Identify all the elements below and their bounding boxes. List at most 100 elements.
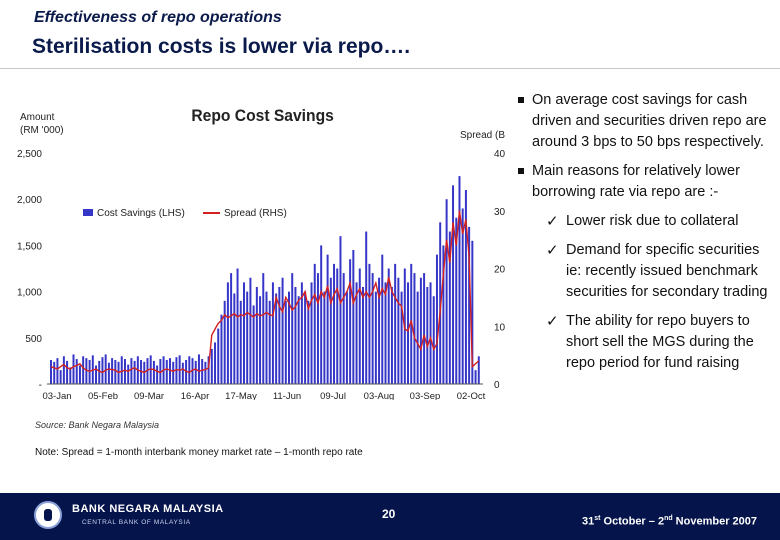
slide-headline: Sterilisation costs is lower via repo…. [32, 35, 411, 58]
cost-savings-bar [291, 273, 294, 384]
cost-savings-bar [400, 291, 403, 384]
cost-savings-bar [435, 254, 438, 384]
cost-savings-bar [165, 359, 168, 384]
cost-savings-bar [390, 286, 393, 384]
check-icon: ✓ [546, 313, 559, 330]
bank-seal-icon [34, 501, 62, 529]
cost-savings-bar [300, 282, 303, 384]
cost-savings-bar [342, 273, 345, 384]
cost-savings-bar [429, 282, 432, 384]
chart-title: Repo Cost Savings [191, 106, 333, 125]
cost-savings-bar [278, 286, 281, 384]
cost-savings-bar [242, 282, 245, 384]
cost-savings-bar [239, 300, 242, 384]
cost-savings-bar [188, 356, 191, 384]
cost-savings-bar [416, 291, 419, 384]
cost-savings-bar [123, 359, 126, 384]
cost-savings-bar [361, 286, 364, 384]
cost-savings-bar [156, 365, 159, 384]
cost-savings-bar [152, 360, 155, 384]
cost-savings-bar [72, 354, 75, 384]
right-tick-labels: 0 100 200 300 400 [494, 149, 505, 391]
cost-savings-bar [59, 370, 62, 384]
x-tick-label: 17-May [225, 391, 257, 400]
cost-savings-bar [159, 359, 162, 384]
footer-bar: BANK NEGARA MALAYSIA CENTRAL BANK OF MAL… [0, 493, 780, 540]
bullet-main-reasons: Main reasons for relatively lower borrow… [518, 161, 776, 203]
cost-savings-bar [111, 358, 114, 384]
cost-savings-bar [223, 300, 226, 384]
cost-savings-bar [66, 360, 69, 384]
right-tick-label: 400 [494, 149, 505, 160]
left-tick-label: 2,000 [17, 195, 42, 206]
cost-savings-bar [255, 286, 258, 384]
slide-kicker: Effectiveness of repo operations [34, 9, 282, 26]
cost-savings-bar [320, 245, 323, 384]
cost-savings-bar [169, 358, 171, 384]
left-tick-labels: - 500 1,000 1,500 2,000 2,500 [17, 149, 42, 391]
cost-savings-bar [56, 358, 59, 384]
sub-bullet-short-sell: ✓ The ability for repo buyers to short se… [546, 313, 754, 371]
sub-bullet-demand: ✓ Demand for specific securities ie: rece… [546, 242, 768, 300]
cost-savings-bar [146, 358, 149, 384]
left-tick-label: 2,500 [17, 149, 42, 160]
cost-savings-bar [394, 263, 397, 384]
cost-savings-bar [78, 365, 81, 384]
cost-savings-bar [358, 268, 361, 384]
sub-bullet-collateral: ✓ Lower risk due to collateral [546, 213, 739, 230]
check-icon: ✓ [546, 242, 559, 259]
cost-savings-bar [387, 268, 390, 384]
cost-savings-bar [98, 360, 101, 384]
cost-savings-bar [69, 367, 72, 384]
cost-savings-bar [371, 273, 374, 384]
spread-note: Note: Spread = 1-month interbank money m… [35, 447, 363, 458]
cost-savings-bar [333, 263, 336, 384]
cost-savings-bar [127, 364, 130, 384]
title-divider [0, 68, 780, 69]
cost-savings-bar [426, 286, 429, 384]
cost-savings-bar [445, 199, 448, 384]
cost-savings-bar [419, 277, 422, 384]
right-tick-label: 100 [494, 322, 505, 333]
cost-savings-bar [120, 356, 123, 384]
check-icon: ✓ [546, 213, 559, 230]
cost-savings-bar [345, 291, 348, 384]
cost-savings-bar [294, 286, 297, 384]
cost-savings-bar [275, 293, 278, 384]
legend-bars-swatch [83, 209, 93, 216]
cost-savings-bar [281, 277, 284, 384]
x-tick-label: 03-Jan [42, 391, 71, 400]
bullet-list: On average cost savings for cash driven … [518, 90, 776, 374]
cost-savings-bar [442, 245, 445, 384]
x-tick-label: 11-Jun [273, 391, 301, 400]
cost-savings-bar [384, 282, 387, 384]
cost-savings-bar [349, 259, 352, 384]
cost-savings-bar [217, 328, 220, 384]
x-tick-label: 03-Aug [364, 391, 395, 400]
cost-savings-bar [471, 240, 474, 384]
cost-savings-bar [339, 236, 342, 384]
cost-savings-bar [85, 358, 88, 384]
cost-savings-bar [329, 277, 332, 384]
cost-savings-bar [130, 358, 133, 384]
cost-savings-bar [101, 357, 104, 384]
cost-savings-bar [95, 365, 98, 384]
left-tick-label: - [39, 380, 42, 391]
cost-savings-bar [284, 300, 287, 384]
legend-bars-label: Cost Savings (LHS) [97, 208, 185, 219]
cost-savings-bar [262, 273, 265, 384]
cost-savings-bar [249, 277, 252, 384]
cost-savings-bar [207, 356, 210, 384]
cost-savings-bar [226, 282, 229, 384]
x-tick-label: 03-Sep [410, 391, 441, 400]
cost-savings-bar [50, 359, 52, 384]
bank-subtitle: CENTRAL BANK OF MALAYSIA [82, 519, 191, 526]
cost-savings-bar [201, 359, 204, 384]
cost-savings-bar [378, 277, 381, 384]
left-tick-label: 1,000 [17, 288, 42, 299]
cost-savings-bar [62, 356, 65, 384]
cost-savings-bar [477, 356, 480, 384]
cost-savings-bar [326, 254, 329, 384]
cost-savings-bar [307, 300, 310, 384]
cost-savings-bar [214, 342, 217, 384]
